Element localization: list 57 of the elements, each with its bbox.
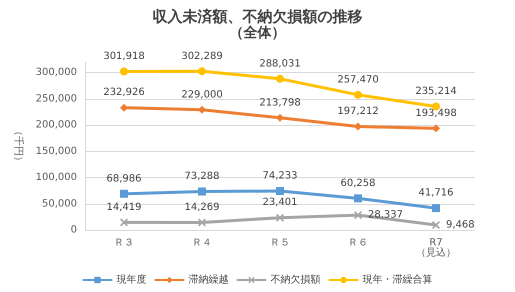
point [432, 204, 440, 212]
point [120, 190, 128, 198]
data-label: 74,233 [262, 170, 298, 182]
x-tick-label: R7 （見込） [416, 238, 456, 258]
data-label: 41,716 [418, 188, 454, 199]
point [198, 188, 206, 196]
x-tick-label: Ｒ３ [114, 238, 134, 248]
x-tick-label: Ｒ６ [348, 238, 368, 248]
point [432, 221, 440, 230]
point [354, 211, 362, 220]
point [276, 114, 284, 122]
data-label: 235,214 [415, 86, 457, 98]
point [432, 124, 440, 132]
point [120, 104, 128, 112]
point [354, 194, 362, 202]
point [198, 218, 206, 227]
point [120, 218, 128, 226]
point [354, 122, 362, 130]
y-tick-label: 100,000 [36, 172, 77, 183]
y-tick-label: 300,000 [36, 67, 77, 78]
y-tick-label: 200,000 [36, 120, 77, 130]
data-label: 14,269 [184, 202, 220, 214]
data-label: 9,468 [446, 220, 475, 231]
data-label: 257,470 [337, 74, 379, 86]
data-label: 14,419 [106, 202, 142, 213]
point [120, 67, 128, 76]
point [198, 106, 206, 114]
y-tick-label: 150,000 [36, 146, 77, 157]
y-axis-title: （千円） [12, 126, 24, 166]
data-label: 288,031 [259, 58, 301, 70]
legend-label: 滞納繰越 [188, 274, 228, 286]
data-label: 229,000 [181, 89, 223, 100]
y-tick-label: 0 [70, 224, 77, 236]
data-label: 301,918 [103, 50, 145, 62]
x-tick-label: Ｒ５ [270, 238, 290, 248]
x-tick-label: Ｒ４ [192, 238, 212, 248]
legend-label: 現年・滞繰合算 [362, 274, 432, 286]
y-tick-label: 50,000 [42, 198, 77, 210]
data-label: 23,401 [262, 197, 298, 208]
data-label: 193,498 [415, 108, 457, 119]
data-label: 213,798 [259, 97, 301, 108]
legend-label: 現年度 [116, 274, 146, 286]
chart-subtitle: （全体） [230, 25, 286, 41]
data-label: 232,926 [103, 87, 145, 98]
point [276, 74, 284, 83]
data-label: 73,288 [184, 171, 220, 182]
data-label: 68,986 [106, 173, 142, 184]
data-label: 197,212 [337, 106, 379, 117]
legend-label: 不納欠損額 [270, 274, 320, 286]
data-label: 28,337 [368, 210, 403, 221]
data-label: 60,258 [340, 178, 376, 189]
chart-title: 収入未済額、不納欠損額の推移 [152, 8, 362, 26]
y-tick-label: 250,000 [36, 93, 77, 104]
point [354, 90, 362, 99]
point [276, 187, 284, 196]
data-label: 302,289 [181, 50, 223, 62]
point [198, 67, 206, 76]
